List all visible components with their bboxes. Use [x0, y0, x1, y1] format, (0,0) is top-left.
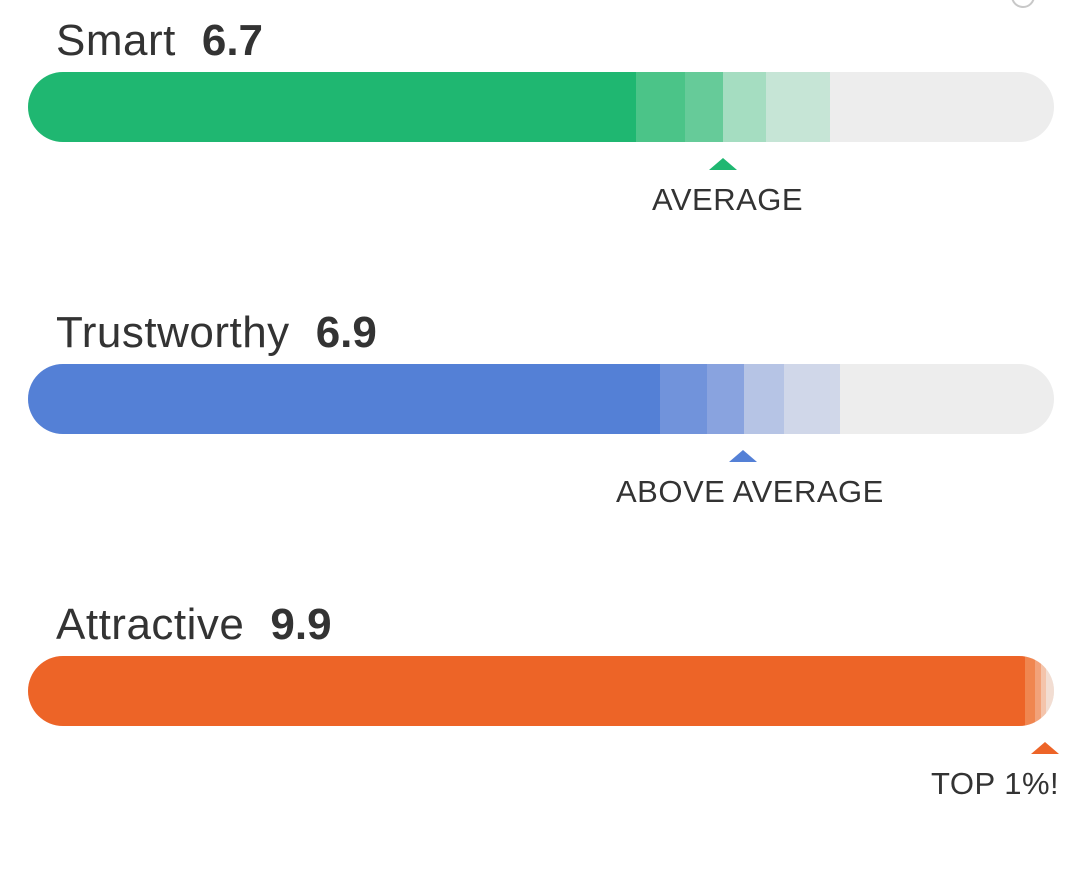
average-pointer-icon [729, 450, 757, 462]
corner-circle-icon [1011, 0, 1035, 8]
average-pointer-icon [709, 158, 737, 170]
metric-score: 9.9 [270, 600, 332, 649]
metric-score: 6.7 [201, 16, 264, 65]
score-bar-track [28, 72, 1054, 142]
score-bar-band [1035, 656, 1041, 726]
metric-name: Smart [56, 16, 176, 65]
rating-label: ABOVE AVERAGE [616, 474, 884, 509]
metric-header: Trustworthy 6.9 [56, 308, 377, 364]
score-bar-band [1025, 656, 1035, 726]
score-bar-band [784, 364, 840, 434]
score-bar-track [28, 656, 1054, 726]
metric-header: Smart 6.7 [56, 16, 263, 72]
score-bar-track [28, 364, 1054, 434]
score-bar-band [660, 364, 707, 434]
score-bar-fill [28, 72, 636, 142]
score-bar-band [685, 72, 723, 142]
score-bar-fill [28, 364, 660, 434]
score-bar-band [723, 72, 766, 142]
score-bar-band [1046, 656, 1054, 726]
metric-header: Attractive 9.9 [56, 600, 332, 656]
score-bar-band [636, 72, 685, 142]
metric-score: 6.9 [315, 308, 377, 357]
rating-label: TOP 1%! [931, 766, 1060, 801]
average-pointer-icon [1031, 742, 1059, 754]
score-bar-fill [28, 656, 1025, 726]
metric-attractive: Attractive 9.9 TOP 1%! [0, 600, 1080, 801]
metric-smart: Smart 6.7 AVERAGE [0, 16, 1080, 217]
score-bar-band [766, 72, 830, 142]
metric-name: Trustworthy [56, 308, 290, 357]
score-bar-band [707, 364, 744, 434]
metric-name: Attractive [56, 600, 245, 649]
metric-trustworthy: Trustworthy 6.9 ABOVE AVERAGE [0, 308, 1080, 509]
score-bar-band [1041, 656, 1046, 726]
rating-label: AVERAGE [652, 182, 804, 217]
score-bar-band [744, 364, 784, 434]
